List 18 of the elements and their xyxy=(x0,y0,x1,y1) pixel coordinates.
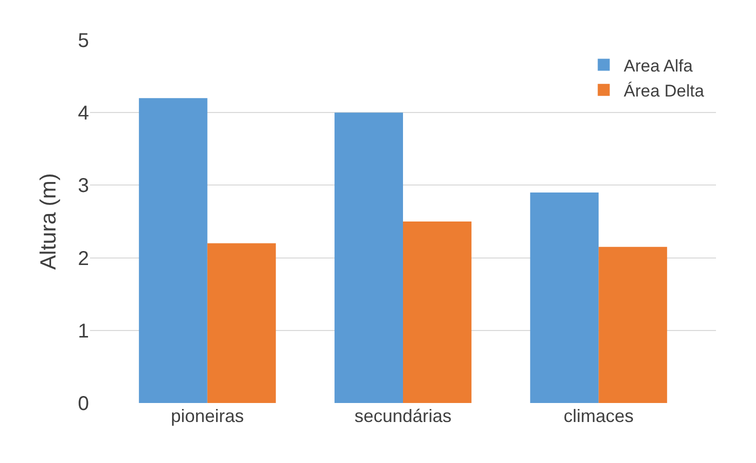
y-tick-label: 0 xyxy=(78,393,89,415)
y-tick-label: 5 xyxy=(78,30,89,52)
legend-label: Area Alfa xyxy=(624,56,694,76)
y-tick-label: 2 xyxy=(78,248,89,270)
y-tick-label: 4 xyxy=(78,102,89,125)
x-tick-label: secundárias xyxy=(354,406,452,426)
x-tick-label: climaces xyxy=(564,406,634,426)
y-tick-label: 1 xyxy=(78,320,89,342)
bar xyxy=(530,192,599,403)
bar xyxy=(334,112,403,403)
x-tick-label: pioneiras xyxy=(170,406,244,426)
y-tick-label: 3 xyxy=(78,175,89,198)
bar xyxy=(598,246,668,403)
bar xyxy=(207,243,276,403)
legend-label: Área Delta xyxy=(624,82,705,101)
bar xyxy=(403,222,472,403)
bar xyxy=(138,98,208,403)
y-axis-title: Altura (m) xyxy=(36,173,61,270)
